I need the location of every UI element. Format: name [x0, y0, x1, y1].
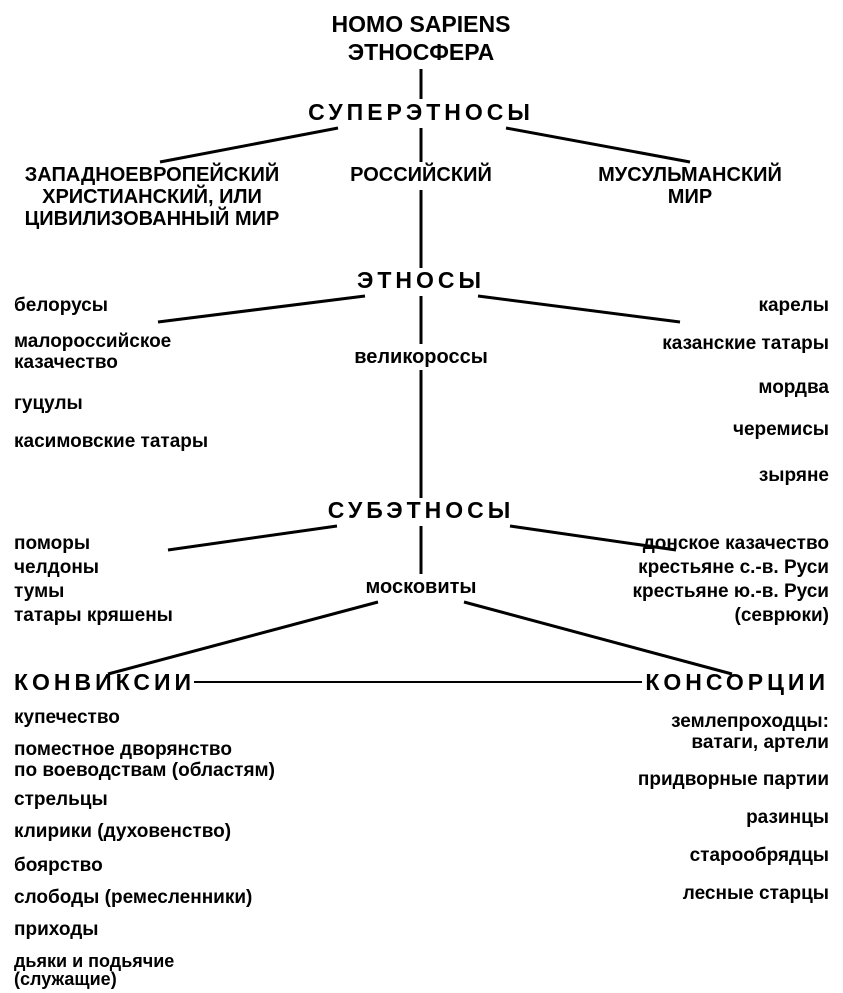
- conv-item-3: клирики (духовенство): [14, 822, 231, 843]
- ethnos-right-3: черемисы: [733, 420, 829, 441]
- root-title-line2: ЭТНОСФЕРА: [348, 40, 494, 65]
- conv-item-1: поместное дворянство по воеводствам (обл…: [14, 740, 275, 782]
- cons-item-2: разинцы: [746, 808, 829, 829]
- edge: [168, 526, 337, 550]
- ethnos-left-3: касимовские татары: [14, 432, 208, 453]
- conv-item-5: слободы (ремесленники): [14, 888, 252, 909]
- conv-item-2: стрельцы: [14, 790, 108, 811]
- subethnos-left-1: челдоны: [14, 558, 99, 579]
- ethnos-right-4: зыряне: [759, 466, 829, 487]
- edge: [506, 128, 690, 162]
- root-title-line1: HOMO SAPIENS: [332, 12, 511, 37]
- ethnos-left-1: малороссийское казачество: [14, 332, 171, 374]
- level-superethnos: СУПЕРЭТНОСЫ: [308, 100, 534, 125]
- subethnos-right-2: крестьяне ю.-в. Руси: [633, 582, 829, 603]
- level-ethnos: ЭТНОСЫ: [357, 268, 485, 293]
- cons-item-4: лесные старцы: [683, 884, 829, 905]
- subethnos-right-3: (севрюки): [735, 606, 830, 627]
- edge: [158, 296, 365, 322]
- ethnos-left-2: гуцулы: [14, 394, 83, 415]
- ethnos-right-0: карелы: [758, 296, 829, 317]
- super-node-right: МУСУЛЬМАНСКИЙ МИР: [598, 164, 782, 208]
- ethnos-center: великороссы: [354, 346, 488, 368]
- level-subethnos: СУБЭТНОСЫ: [328, 498, 515, 523]
- subethnos-center: московиты: [365, 576, 476, 598]
- subethnos-left-2: тумы: [14, 582, 64, 603]
- conv-item-4: боярство: [14, 856, 103, 877]
- cons-item-3: старообрядцы: [690, 846, 829, 867]
- conv-item-7: дьяки и подьячие (служащие): [14, 952, 174, 988]
- subethnos-left-3: татары кряшены: [14, 606, 173, 627]
- edge: [160, 128, 338, 162]
- ethnos-left-0: белорусы: [14, 296, 108, 317]
- super-node-center: РОССИЙСКИЙ: [350, 164, 492, 186]
- subethnos-left-0: поморы: [14, 534, 90, 555]
- cons-item-0: землепроходцы: ватаги, артели: [671, 712, 829, 754]
- ethnos-right-1: казанские татары: [662, 334, 829, 355]
- ethnos-right-2: мордва: [758, 378, 829, 399]
- conv-item-6: приходы: [14, 920, 99, 941]
- super-node-left: ЗАПАДНОЕВРОПЕЙСКИЙ ХРИСТИАНСКИЙ, ИЛИ ЦИВ…: [25, 164, 280, 230]
- level-conviction: КОНВИКСИИ: [14, 670, 195, 695]
- edge: [478, 296, 680, 322]
- diagram-stage: HOMO SAPIENS ЭТНОСФЕРА СУПЕРЭТНОСЫ ЗАПАД…: [0, 0, 843, 993]
- cons-item-1: придворные партии: [638, 770, 829, 791]
- level-consortium: КОНСОРЦИИ: [645, 670, 829, 695]
- subethnos-right-1: крестьяне с.-в. Руси: [638, 558, 829, 579]
- conv-item-0: купечество: [14, 708, 120, 729]
- edge: [464, 602, 732, 674]
- subethnos-right-0: донское казачество: [643, 534, 829, 555]
